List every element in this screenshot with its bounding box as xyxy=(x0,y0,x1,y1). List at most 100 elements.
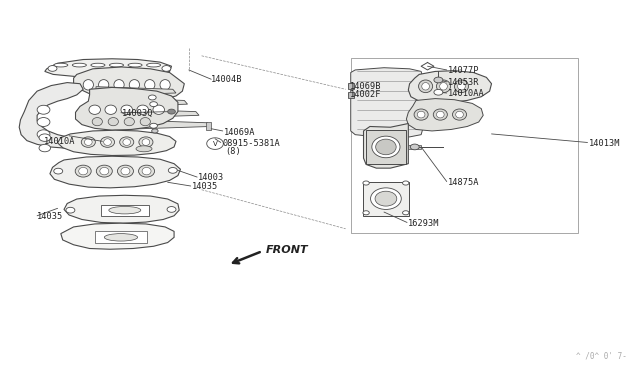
Ellipse shape xyxy=(140,118,150,126)
Bar xyxy=(363,182,409,216)
Ellipse shape xyxy=(105,105,116,114)
Ellipse shape xyxy=(139,137,153,147)
Polygon shape xyxy=(408,71,492,103)
Polygon shape xyxy=(108,98,188,107)
Ellipse shape xyxy=(436,111,444,118)
Ellipse shape xyxy=(104,234,138,241)
Ellipse shape xyxy=(363,211,369,215)
Ellipse shape xyxy=(37,105,50,114)
Polygon shape xyxy=(76,87,178,130)
Ellipse shape xyxy=(128,63,142,67)
Ellipse shape xyxy=(414,109,428,120)
Polygon shape xyxy=(45,59,172,77)
Ellipse shape xyxy=(37,130,50,139)
Ellipse shape xyxy=(434,89,443,95)
Ellipse shape xyxy=(434,77,443,83)
Ellipse shape xyxy=(162,65,171,71)
Ellipse shape xyxy=(105,130,124,138)
Text: 14010AA: 14010AA xyxy=(448,89,484,98)
Polygon shape xyxy=(355,70,419,78)
Polygon shape xyxy=(406,99,483,131)
Ellipse shape xyxy=(403,211,409,215)
Ellipse shape xyxy=(168,109,175,114)
Ellipse shape xyxy=(99,80,109,90)
Ellipse shape xyxy=(119,141,138,149)
Polygon shape xyxy=(131,120,211,129)
Text: 16293M: 16293M xyxy=(408,219,440,228)
Text: 14013M: 14013M xyxy=(589,139,620,148)
Ellipse shape xyxy=(109,63,124,67)
Ellipse shape xyxy=(454,80,468,93)
Ellipse shape xyxy=(100,167,109,175)
Text: ^ /0^ 0' 7-: ^ /0^ 0' 7- xyxy=(577,351,627,360)
Ellipse shape xyxy=(118,165,134,177)
Ellipse shape xyxy=(167,206,176,212)
Ellipse shape xyxy=(81,137,95,147)
Ellipse shape xyxy=(39,134,51,141)
Ellipse shape xyxy=(452,109,467,120)
Ellipse shape xyxy=(121,105,132,114)
Ellipse shape xyxy=(129,80,140,90)
Ellipse shape xyxy=(76,165,92,177)
Ellipse shape xyxy=(77,108,96,116)
Text: 14002F: 14002F xyxy=(349,90,381,99)
Ellipse shape xyxy=(108,118,118,126)
Ellipse shape xyxy=(123,139,131,145)
Ellipse shape xyxy=(142,167,151,175)
Polygon shape xyxy=(119,109,199,118)
Text: 08915-5381A: 08915-5381A xyxy=(223,139,280,148)
Ellipse shape xyxy=(95,120,106,125)
Polygon shape xyxy=(351,68,422,138)
Text: 14069A: 14069A xyxy=(224,128,255,137)
Ellipse shape xyxy=(417,111,425,118)
Ellipse shape xyxy=(168,167,177,173)
Polygon shape xyxy=(58,130,176,155)
Ellipse shape xyxy=(91,119,110,127)
Ellipse shape xyxy=(142,139,150,145)
Ellipse shape xyxy=(375,191,397,206)
Ellipse shape xyxy=(72,63,86,67)
Ellipse shape xyxy=(160,80,170,90)
Ellipse shape xyxy=(97,165,113,177)
Ellipse shape xyxy=(124,118,134,126)
Ellipse shape xyxy=(376,139,396,155)
Ellipse shape xyxy=(54,63,68,67)
Ellipse shape xyxy=(136,146,152,152)
Ellipse shape xyxy=(147,63,161,67)
Ellipse shape xyxy=(91,63,105,67)
Polygon shape xyxy=(50,156,180,188)
Text: 14004B: 14004B xyxy=(211,76,243,84)
Ellipse shape xyxy=(363,181,369,185)
Ellipse shape xyxy=(150,123,157,128)
Ellipse shape xyxy=(152,129,158,133)
Bar xyxy=(366,130,406,164)
Ellipse shape xyxy=(89,105,100,114)
Polygon shape xyxy=(364,124,408,168)
Text: 14069B: 14069B xyxy=(349,82,381,91)
Polygon shape xyxy=(19,83,88,148)
Text: 14003Q: 14003Q xyxy=(122,109,153,118)
Bar xyxy=(206,122,211,130)
Ellipse shape xyxy=(83,80,93,90)
Text: 14035: 14035 xyxy=(37,212,63,221)
Ellipse shape xyxy=(100,137,115,147)
Ellipse shape xyxy=(440,83,447,90)
Ellipse shape xyxy=(92,118,102,126)
Ellipse shape xyxy=(433,109,447,120)
Ellipse shape xyxy=(48,65,57,71)
Polygon shape xyxy=(61,223,174,249)
Polygon shape xyxy=(355,122,419,130)
Ellipse shape xyxy=(54,168,63,174)
Text: FRONT: FRONT xyxy=(266,245,308,255)
Ellipse shape xyxy=(372,136,400,158)
Ellipse shape xyxy=(39,144,51,152)
Text: 14003: 14003 xyxy=(198,173,225,182)
Polygon shape xyxy=(355,80,419,89)
Polygon shape xyxy=(355,101,419,109)
Ellipse shape xyxy=(419,80,433,93)
Ellipse shape xyxy=(114,80,124,90)
Text: 14010A: 14010A xyxy=(44,137,75,146)
Bar xyxy=(101,205,149,216)
Polygon shape xyxy=(355,91,419,99)
Text: 14875A: 14875A xyxy=(448,178,479,187)
